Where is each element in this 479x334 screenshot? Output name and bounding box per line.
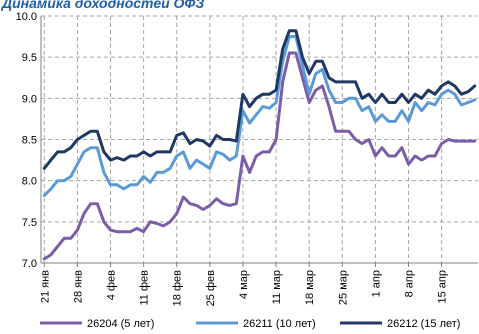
chart-title: Динамика доходностей ОФЗ	[2, 0, 205, 11]
y-tick-label: 9.0	[22, 93, 37, 105]
y-tick-label: 7.0	[22, 258, 37, 270]
x-tick-label: 8 апр	[403, 270, 415, 297]
x-tick-label: 11 фев	[139, 270, 151, 306]
legend-label-2: 26211 (10 лет)	[243, 318, 316, 330]
series-line-3	[42, 29, 477, 170]
series-line-2	[42, 35, 477, 197]
y-tick-label: 8.0	[22, 176, 37, 188]
series-line-1	[42, 51, 477, 261]
x-tick-label: 4 фев	[106, 270, 118, 300]
x-tick-label: 15 апр	[437, 270, 449, 303]
series-layer	[42, 29, 477, 261]
x-tick-label: 1 апр	[370, 270, 382, 297]
axis-layer: 7.0 7.5 8.0 8.5 9.0 9.5 10.0 21 янв 28 янв 4 фев 1…	[16, 11, 478, 306]
x-tick-label: 28 янв	[72, 270, 84, 303]
y-tick-label: 9.5	[22, 52, 37, 64]
grid-layer	[41, 15, 478, 263]
y-tick-label: 8.5	[22, 135, 37, 147]
x-tick-label: 11 мар	[271, 270, 283, 304]
x-tick-label: 21 янв	[39, 270, 51, 303]
y-tick-label: 7.5	[22, 217, 37, 229]
x-tick-label: 18 фев	[172, 270, 184, 306]
legend: 26204 (5 лет) 26211 (10 лет) 26212 (15 лет…	[40, 318, 460, 330]
x-tick-label: 4 мар	[238, 270, 250, 299]
legend-label-3: 26212 (15 лет)	[387, 318, 460, 330]
x-tick-label: 18 мар	[304, 270, 316, 305]
x-tick-label: 25 мар	[337, 270, 349, 305]
y-tick-label: 10.0	[16, 11, 37, 23]
legend-label-1: 26204 (5 лет)	[87, 318, 154, 330]
x-tick-label: 25 фев	[205, 270, 217, 306]
